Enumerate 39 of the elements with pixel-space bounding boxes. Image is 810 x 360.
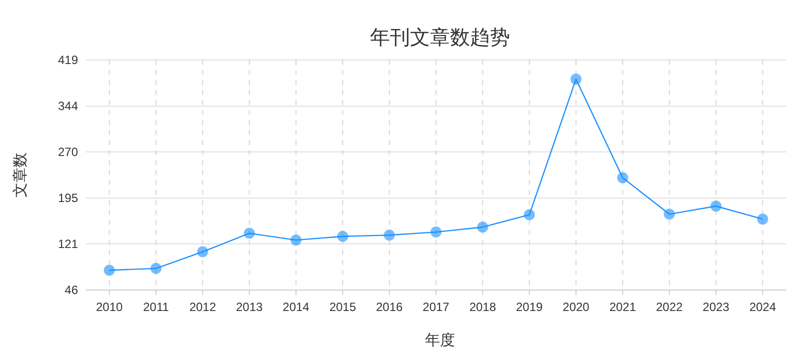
y-tick-label: 270 (58, 144, 78, 159)
x-tick-label: 2015 (329, 300, 356, 314)
y-tick-label: 419 (58, 53, 78, 67)
x-tick-label: 2013 (236, 300, 264, 314)
point (757, 214, 768, 225)
x-tick-label: 2012 (189, 300, 216, 314)
point (150, 262, 162, 274)
x-tick-label: 2019 (516, 300, 544, 314)
x-tick-label: 2017 (422, 300, 450, 314)
x-axis-title: 年度 (425, 332, 455, 349)
x-tick-label: 2022 (656, 300, 684, 314)
x-tick-label: 2020 (562, 300, 590, 314)
y-tick-label: 344 (58, 99, 78, 114)
y-tick-label: 121 (58, 236, 78, 251)
x-tick-label: 2016 (376, 300, 404, 314)
x-tick-label: 2023 (702, 300, 730, 314)
point (524, 209, 535, 220)
y-axis-title: 文章数 (12, 152, 29, 198)
point (244, 228, 255, 239)
point (290, 234, 302, 246)
x-tick-label: 2018 (469, 300, 496, 314)
point (104, 264, 115, 276)
y-tick-label: 195 (58, 191, 78, 206)
x-tick-label: 2024 (749, 300, 776, 314)
point (664, 208, 675, 220)
point (617, 172, 628, 184)
x-tick-label: 2011 (143, 300, 170, 314)
point (570, 74, 582, 85)
point (337, 230, 348, 242)
point (430, 226, 442, 238)
point (384, 230, 395, 241)
point (197, 246, 208, 258)
x-tick-label: 2014 (282, 300, 310, 314)
point (710, 200, 722, 212)
x-tick-label: 2010 (96, 300, 124, 314)
x-tick-label: 2021 (609, 300, 636, 314)
chart-title: 年刊文章数趋势 (370, 27, 510, 49)
point (477, 222, 488, 233)
y-tick-label: 46 (64, 283, 78, 297)
